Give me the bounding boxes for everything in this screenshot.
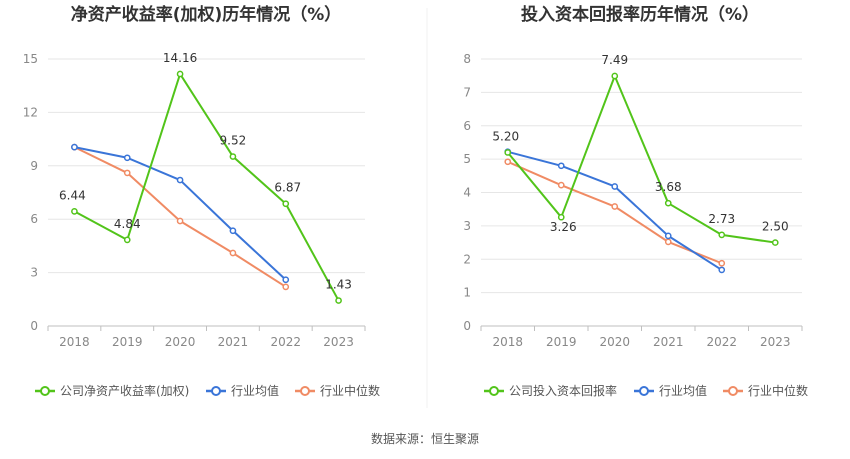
legend-swatch-marker — [300, 386, 310, 396]
x-tick-label: 2019 — [112, 335, 143, 349]
chart-title: 净资产收益率(加权)历年情况（%） — [71, 4, 342, 25]
data-point — [718, 231, 726, 239]
data-point — [718, 266, 726, 274]
x-tick-label: 2022 — [706, 335, 737, 349]
x-tick-label: 2020 — [599, 335, 630, 349]
legend-label: 公司投入资本回报率 — [509, 383, 617, 398]
data-point — [718, 259, 726, 267]
legend-label: 行业中位数 — [748, 383, 808, 398]
x-tick-label: 2021 — [653, 335, 684, 349]
y-tick-label: 2 — [463, 252, 471, 266]
data-point — [557, 181, 565, 189]
legend-swatch-marker — [728, 386, 738, 396]
series-line — [74, 146, 287, 281]
y-tick-label: 8 — [463, 52, 471, 66]
data-point — [71, 143, 78, 151]
data-label: 9.52 — [220, 134, 247, 148]
data-point — [123, 236, 131, 244]
data-point — [611, 203, 619, 210]
roic-chart: 投入资本回报率历年情况（%） 0 1 2 3 4 5 6 7 8 2018 2019 2020 2021… — [463, 4, 808, 398]
x-tick-label: 2023 — [323, 335, 354, 349]
data-point — [664, 199, 672, 207]
y-tick-label: 12 — [23, 105, 38, 119]
legend-item[interactable]: 行业均值 — [634, 383, 707, 398]
data-label: 3.68 — [655, 180, 682, 194]
data-point — [176, 70, 184, 78]
data-label: 6.44 — [59, 188, 86, 202]
data-point — [229, 153, 237, 160]
data-label: 6.87 — [274, 181, 301, 195]
source-note: 数据来源：恒生聚源 — [371, 431, 479, 446]
data-point — [123, 154, 131, 162]
data-point — [123, 169, 131, 177]
x-tick-label: 2020 — [165, 335, 196, 349]
data-label: 7.49 — [601, 53, 628, 67]
data-point — [282, 283, 290, 291]
legend-item[interactable]: 公司投入资本回报率 — [484, 383, 617, 398]
legend-label: 行业均值 — [231, 383, 279, 398]
legend-swatch-marker — [639, 386, 649, 396]
data-label: 3.26 — [550, 220, 577, 234]
data-point — [504, 158, 512, 166]
data-point — [282, 200, 290, 208]
x-tick-label: 2018 — [59, 335, 90, 349]
y-tick-label: 3 — [463, 219, 471, 233]
y-tick-label: 0 — [463, 319, 471, 333]
data-point — [282, 276, 290, 284]
data-label: 2.50 — [762, 220, 789, 234]
legend-swatch-marker — [489, 386, 499, 396]
roe-chart: 净资产收益率(加权)历年情况（%） 0 3 6 9 12 15 2018 2019 2020 20… — [23, 4, 380, 398]
data-point — [229, 227, 237, 235]
x-tick-label: 2019 — [546, 335, 577, 349]
data-point — [335, 297, 342, 304]
y-tick-label: 7 — [463, 85, 471, 99]
data-point — [504, 149, 512, 156]
data-point — [611, 72, 619, 80]
data-label: 5.20 — [492, 129, 519, 143]
data-label: 2.73 — [708, 212, 735, 226]
legend-label: 公司净资产收益率(加权) — [60, 383, 189, 398]
chart-title: 投入资本回报率历年情况（%） — [521, 4, 759, 25]
legend-item[interactable]: 行业均值 — [206, 383, 279, 398]
y-tick-label: 5 — [463, 152, 471, 166]
series-line — [507, 160, 723, 265]
legend-item[interactable]: 行业中位数 — [295, 383, 380, 398]
x-tick-label: 2022 — [270, 335, 301, 349]
x-tick-label: 2023 — [760, 335, 791, 349]
data-point — [71, 208, 78, 215]
data-point — [557, 213, 565, 221]
data-point — [176, 176, 184, 184]
legend-item[interactable]: 公司净资产收益率(加权) — [35, 383, 189, 398]
data-point — [229, 249, 237, 257]
legend-label: 行业中位数 — [320, 383, 380, 398]
y-tick-label: 4 — [463, 186, 471, 200]
legend-label: 行业均值 — [659, 383, 707, 398]
data-label: 4.84 — [114, 217, 141, 231]
data-point — [664, 232, 672, 240]
data-point — [176, 217, 184, 225]
y-tick-label: 1 — [463, 286, 471, 300]
y-tick-label: 15 — [23, 52, 38, 66]
series-line — [73, 72, 340, 302]
series-line — [506, 75, 776, 244]
data-point — [664, 238, 672, 246]
data-point — [771, 239, 779, 246]
y-tick-label: 6 — [463, 119, 471, 133]
legend-swatch-marker — [211, 386, 221, 396]
y-tick-label: 0 — [30, 319, 38, 333]
legend-item[interactable]: 行业中位数 — [723, 383, 808, 398]
series-line — [73, 146, 287, 288]
y-tick-label: 3 — [30, 266, 38, 280]
x-tick-label: 2018 — [492, 335, 523, 349]
y-tick-label: 9 — [30, 159, 38, 173]
data-point — [557, 162, 565, 170]
data-label: 14.16 — [163, 51, 197, 65]
legend-swatch-marker — [40, 386, 50, 396]
y-tick-label: 6 — [30, 212, 38, 226]
data-point — [611, 183, 619, 190]
series-line — [507, 150, 723, 271]
data-label: 1.43 — [325, 278, 352, 292]
x-tick-label: 2021 — [218, 335, 249, 349]
